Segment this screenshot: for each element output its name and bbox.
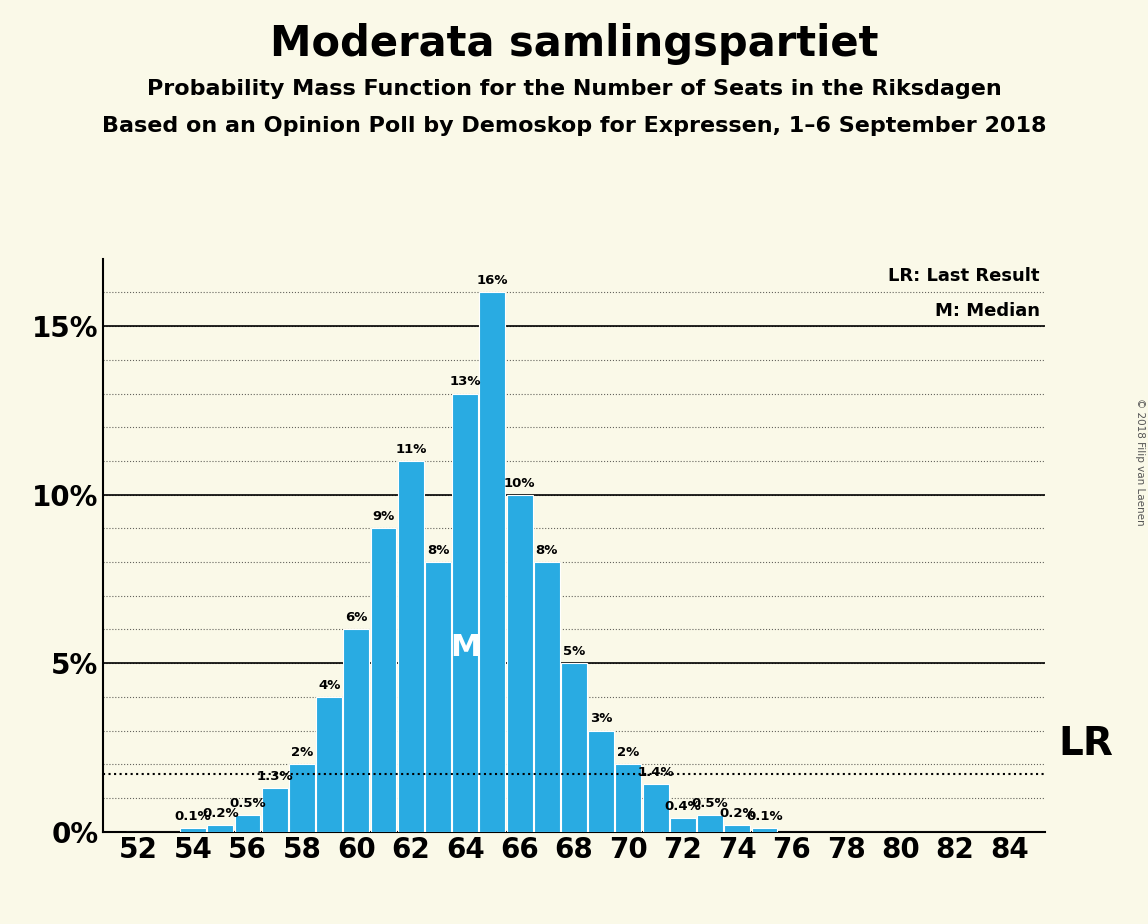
Text: 0.5%: 0.5% xyxy=(692,796,728,809)
Text: 11%: 11% xyxy=(395,443,426,456)
Text: 3%: 3% xyxy=(590,712,612,725)
Text: 4%: 4% xyxy=(318,679,340,692)
Text: M: Median: M: Median xyxy=(934,301,1040,320)
Bar xyxy=(343,629,370,832)
Bar xyxy=(588,731,614,832)
Text: 1.4%: 1.4% xyxy=(637,766,674,779)
Bar xyxy=(643,784,668,832)
Text: 2%: 2% xyxy=(290,747,313,760)
Text: 0.1%: 0.1% xyxy=(746,810,783,823)
Text: Moderata samlingspartiet: Moderata samlingspartiet xyxy=(270,23,878,65)
Text: © 2018 Filip van Laenen: © 2018 Filip van Laenen xyxy=(1135,398,1145,526)
Text: 10%: 10% xyxy=(504,477,535,490)
Text: 16%: 16% xyxy=(476,274,509,287)
Text: 8%: 8% xyxy=(536,544,558,557)
Bar xyxy=(425,562,451,832)
Text: 5%: 5% xyxy=(563,645,585,658)
Text: 0.2%: 0.2% xyxy=(719,807,755,820)
Bar xyxy=(480,292,505,832)
Text: LR: LR xyxy=(1058,724,1114,763)
Text: 8%: 8% xyxy=(427,544,449,557)
Text: 2%: 2% xyxy=(618,747,639,760)
Bar xyxy=(208,825,233,832)
Text: Based on an Opinion Poll by Demoskop for Expressen, 1–6 September 2018: Based on an Opinion Poll by Demoskop for… xyxy=(102,116,1046,136)
Text: 0.5%: 0.5% xyxy=(230,796,266,809)
Bar xyxy=(697,815,723,832)
Bar xyxy=(670,818,696,832)
Bar xyxy=(724,825,750,832)
Bar xyxy=(180,828,205,832)
Text: 0.1%: 0.1% xyxy=(174,810,211,823)
Bar xyxy=(506,494,533,832)
Bar xyxy=(262,788,288,832)
Text: LR: Last Result: LR: Last Result xyxy=(889,267,1040,286)
Bar xyxy=(534,562,560,832)
Bar xyxy=(234,815,261,832)
Bar xyxy=(398,461,424,832)
Text: 0.4%: 0.4% xyxy=(665,800,701,813)
Bar xyxy=(316,697,342,832)
Bar xyxy=(615,764,642,832)
Text: M: M xyxy=(450,633,480,663)
Text: 9%: 9% xyxy=(372,510,395,523)
Text: 6%: 6% xyxy=(346,612,367,625)
Bar xyxy=(452,394,478,832)
Bar xyxy=(752,828,777,832)
Bar xyxy=(289,764,315,832)
Text: 1.3%: 1.3% xyxy=(256,770,293,783)
Text: Probability Mass Function for the Number of Seats in the Riksdagen: Probability Mass Function for the Number… xyxy=(147,79,1001,99)
Bar xyxy=(371,529,396,832)
Text: 0.2%: 0.2% xyxy=(202,807,239,820)
Bar xyxy=(561,663,587,832)
Text: 13%: 13% xyxy=(449,375,481,388)
